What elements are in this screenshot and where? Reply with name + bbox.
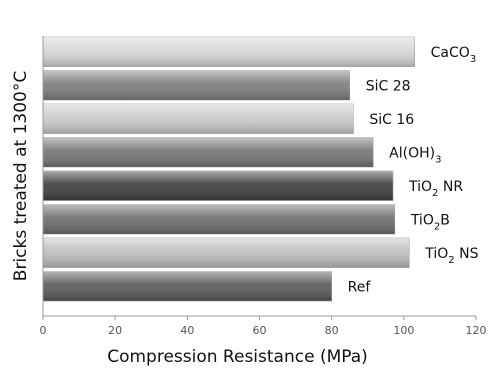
bar-label-2: SiC 16 xyxy=(369,112,414,128)
bar-highlight-6 xyxy=(43,238,410,268)
y-axis-title: Bricks treated at 1300°C xyxy=(11,71,31,281)
bar-highlight-0 xyxy=(43,37,415,67)
bar-highlight-5 xyxy=(43,204,395,234)
x-tick-label-4: 80 xyxy=(325,324,339,337)
bar-highlight-2 xyxy=(43,104,354,134)
bar-label-3: Al(OH)3 xyxy=(389,145,441,165)
bar-label-0: CaCO3 xyxy=(431,45,477,65)
bar-label-6: TiO2 NS xyxy=(424,246,478,266)
bar-highlight-7 xyxy=(43,271,332,301)
bar-highlight-1 xyxy=(43,70,350,100)
x-axis-ticks: 0 20 40 60 80 100 120 xyxy=(40,316,487,337)
x-tick-label-3: 60 xyxy=(253,324,267,337)
x-tick-label-5: 100 xyxy=(393,324,414,337)
bar-highlight-3 xyxy=(43,137,374,167)
x-axis-title: Compression Resistance (MPa) xyxy=(107,347,368,367)
bar-label-5: TiO2B xyxy=(410,212,450,232)
x-tick-label-1: 20 xyxy=(108,324,122,337)
x-tick-label-0: 0 xyxy=(40,324,47,337)
bar-highlight-4 xyxy=(43,171,394,201)
bar-label-4: TiO2 NR xyxy=(408,179,463,199)
bar-label-7: Ref xyxy=(348,279,372,295)
bar-group: CaCO3 SiC 28 SiC 16 Al(OH)3 TiO2 NR TiO2B TiO2… xyxy=(42,36,479,302)
x-tick-label-6: 120 xyxy=(466,324,487,337)
x-tick-label-2: 40 xyxy=(180,324,194,337)
bar-label-1: SiC 28 xyxy=(366,78,411,94)
